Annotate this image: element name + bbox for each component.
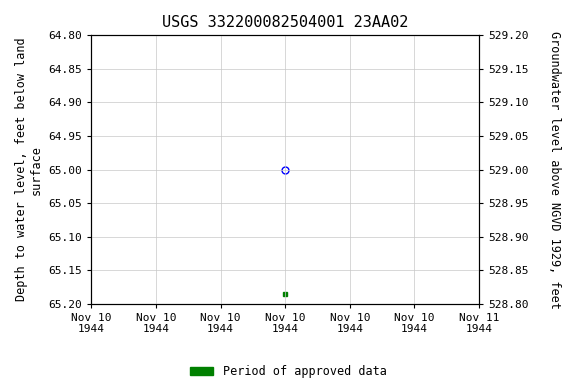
Y-axis label: Groundwater level above NGVD 1929, feet: Groundwater level above NGVD 1929, feet — [548, 31, 561, 308]
Y-axis label: Depth to water level, feet below land
surface: Depth to water level, feet below land su… — [15, 38, 43, 301]
Legend: Period of approved data: Period of approved data — [190, 365, 386, 378]
Title: USGS 332200082504001 23AA02: USGS 332200082504001 23AA02 — [162, 15, 408, 30]
